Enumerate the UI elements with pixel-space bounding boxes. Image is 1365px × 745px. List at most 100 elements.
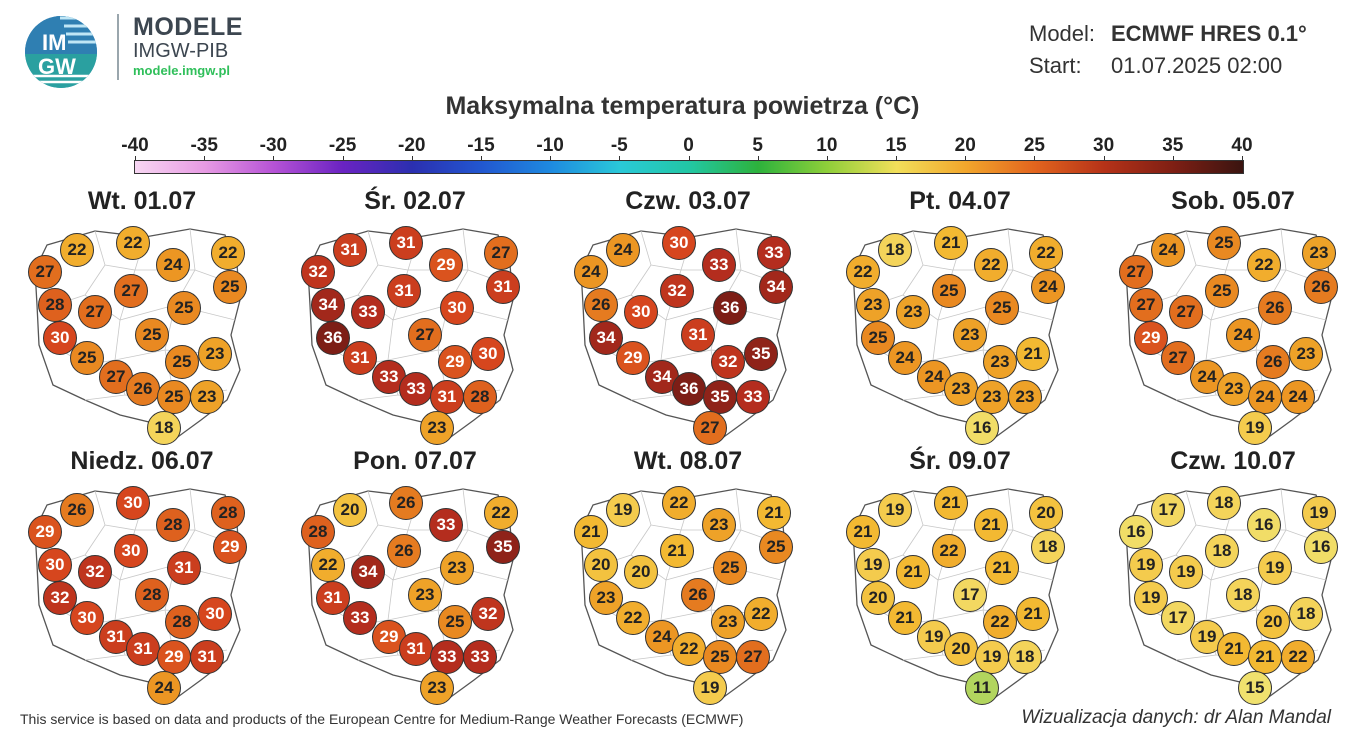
temperature-marker: 33 bbox=[757, 236, 791, 270]
temperature-marker: 31 bbox=[399, 632, 433, 666]
temperature-marker: 28 bbox=[463, 380, 497, 414]
temperature-marker: 32 bbox=[660, 274, 694, 308]
temperature-marker: 22 bbox=[672, 632, 706, 666]
country-temperature-map: 17 18 16 19 16 16 18 19 19 19 19 17 18 18 20 19 21 21 22 15 bbox=[1116, 485, 1348, 707]
temperature-marker: 35 bbox=[744, 337, 778, 371]
temperature-marker: 25 bbox=[165, 345, 199, 379]
temperature-marker: 32 bbox=[471, 597, 505, 631]
map-date-title: Czw. 10.07 bbox=[1170, 447, 1296, 475]
temperature-marker: 19 bbox=[1129, 548, 1163, 582]
temperature-marker: 20 bbox=[944, 632, 978, 666]
temperature-marker: 31 bbox=[343, 341, 377, 375]
temperature-marker: 20 bbox=[1029, 496, 1063, 530]
ecmwf-credit: This service is based on data and produc… bbox=[20, 711, 744, 727]
temperature-marker: 24 bbox=[1248, 380, 1282, 414]
temperature-marker: 22 bbox=[116, 226, 150, 260]
temperature-marker: 33 bbox=[351, 295, 385, 329]
brand-url[interactable]: modele.imgw.pl bbox=[133, 63, 231, 78]
temperature-marker: 23 bbox=[975, 380, 1009, 414]
temperature-marker: 22 bbox=[1029, 236, 1063, 270]
temperature-marker: 24 bbox=[1031, 270, 1065, 304]
temperature-marker: 27 bbox=[1119, 255, 1153, 289]
temperature-marker: 21 bbox=[660, 534, 694, 568]
temperature-marker: 30 bbox=[471, 337, 505, 371]
temperature-marker: 27 bbox=[408, 318, 442, 352]
colorbar-tick-label: 25 bbox=[1023, 135, 1045, 156]
temperature-marker: 23 bbox=[953, 318, 987, 352]
temperature-marker: 23 bbox=[1302, 236, 1336, 270]
colorbar-tick-label: -10 bbox=[536, 135, 564, 156]
temperature-marker: 19 bbox=[975, 640, 1009, 674]
temperature-marker: 16 bbox=[1119, 515, 1153, 549]
temperature-marker: 31 bbox=[389, 226, 423, 260]
temperature-marker: 19 bbox=[693, 671, 727, 705]
temperature-marker: 23 bbox=[983, 345, 1017, 379]
temperature-marker: 22 bbox=[60, 233, 94, 267]
temperature-marker: 20 bbox=[333, 493, 367, 527]
temperature-marker: 23 bbox=[856, 288, 890, 322]
temperature-marker: 30 bbox=[662, 226, 696, 260]
temperature-marker: 17 bbox=[1151, 493, 1185, 527]
temperature-marker: 33 bbox=[372, 360, 406, 394]
temperature-marker: 31 bbox=[167, 551, 201, 585]
temperature-marker: 25 bbox=[167, 291, 201, 325]
temperature-marker: 19 bbox=[1258, 551, 1292, 585]
map-date-title: Pt. 04.07 bbox=[909, 187, 1011, 215]
temperature-marker: 25 bbox=[985, 291, 1019, 325]
temperature-marker: 30 bbox=[440, 291, 474, 325]
temperature-marker: 17 bbox=[1161, 601, 1195, 635]
country-temperature-map: 19 21 21 20 21 18 22 19 21 21 20 21 17 21 22 19 20 19 18 11 bbox=[843, 485, 1075, 707]
temperature-marker: 29 bbox=[438, 345, 472, 379]
temperature-marker: 22 bbox=[662, 486, 696, 520]
country-temperature-map: 31 31 29 27 32 31 31 34 33 30 36 31 27 30 29 33 33 31 28 23 bbox=[298, 225, 530, 447]
colorbar-tick-mark bbox=[411, 156, 413, 161]
temperature-marker: 27 bbox=[1161, 341, 1195, 375]
temperature-marker: 18 bbox=[1205, 534, 1239, 568]
temperature-marker: 25 bbox=[135, 318, 169, 352]
temperature-marker: 31 bbox=[190, 640, 224, 674]
temperature-marker: 27 bbox=[28, 255, 62, 289]
temperature-marker: 25 bbox=[213, 270, 247, 304]
temperature-marker: 24 bbox=[888, 341, 922, 375]
temperature-marker: 16 bbox=[1247, 508, 1281, 542]
temperature-marker: 18 bbox=[1031, 530, 1065, 564]
temperature-marker: 16 bbox=[1304, 530, 1338, 564]
temperature-marker: 31 bbox=[387, 274, 421, 308]
temperature-marker: 32 bbox=[301, 255, 335, 289]
temperature-marker: 24 bbox=[645, 620, 679, 654]
colorbar-tick-label: 15 bbox=[885, 135, 907, 156]
country-temperature-map: 18 21 22 22 22 24 25 23 23 25 25 24 23 21 23 24 23 23 23 16 bbox=[843, 225, 1075, 447]
colorbar-tick-label: 5 bbox=[752, 135, 763, 156]
temperature-marker: 27 bbox=[78, 295, 112, 329]
temperature-marker: 19 bbox=[1238, 411, 1272, 445]
temperature-marker: 31 bbox=[681, 318, 715, 352]
temperature-marker: 19 bbox=[1302, 496, 1336, 530]
logo-text-bottom: GW bbox=[38, 54, 76, 79]
temperature-marker: 19 bbox=[1169, 555, 1203, 589]
temperature-marker: 25 bbox=[438, 605, 472, 639]
colorbar-tick-mark bbox=[1172, 156, 1174, 161]
colorbar-tick-label: -5 bbox=[610, 135, 628, 156]
temperature-marker: 33 bbox=[343, 601, 377, 635]
colorbar-tick-mark bbox=[826, 156, 828, 161]
temperature-marker: 30 bbox=[114, 534, 148, 568]
temperature-marker: 26 bbox=[387, 534, 421, 568]
colorbar bbox=[134, 160, 1244, 174]
temperature-marker: 23 bbox=[1217, 372, 1251, 406]
temperature-marker: 22 bbox=[1247, 248, 1281, 282]
temperature-marker: 33 bbox=[429, 508, 463, 542]
colorbar-tick-mark bbox=[965, 156, 967, 161]
map-date-title: Śr. 02.07 bbox=[364, 187, 466, 215]
model-value: ECMWF HRES 0.1° bbox=[1111, 21, 1307, 46]
temperature-marker: 31 bbox=[486, 270, 520, 304]
temperature-marker: 33 bbox=[430, 640, 464, 674]
temperature-marker: 33 bbox=[463, 640, 497, 674]
temperature-marker: 25 bbox=[1205, 274, 1239, 308]
imgw-logo: IM GW bbox=[25, 16, 97, 88]
temperature-marker: 33 bbox=[399, 372, 433, 406]
temperature-marker: 24 bbox=[156, 248, 190, 282]
map-date-title: Wt. 08.07 bbox=[633, 447, 743, 475]
temperature-marker: 27 bbox=[1129, 288, 1163, 322]
temperature-marker: 20 bbox=[1256, 605, 1290, 639]
temperature-marker: 21 bbox=[934, 486, 968, 520]
